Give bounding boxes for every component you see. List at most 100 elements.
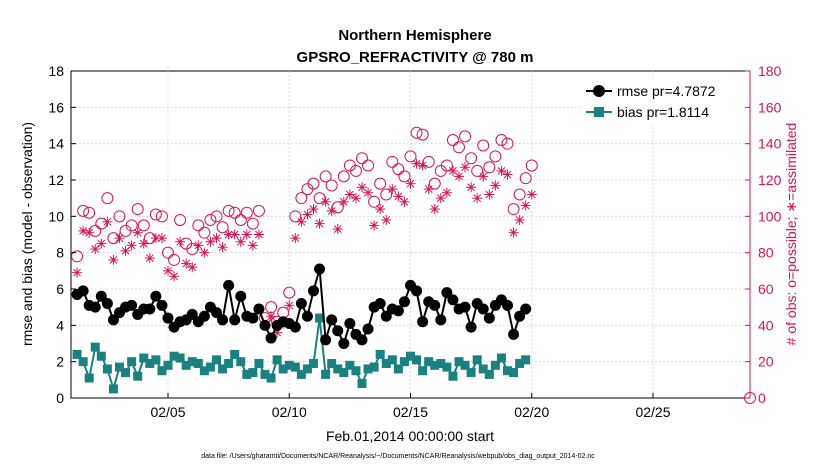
possible-obs-point: [386, 155, 399, 168]
possible-obs-point: [246, 217, 259, 230]
assimilated-obs-point: [205, 236, 216, 247]
possible-obs-point: [240, 206, 253, 219]
rmse-point: [417, 316, 429, 328]
bias-point: [145, 358, 155, 368]
assimilated-obs-point: [84, 227, 95, 238]
possible-obs-point: [404, 150, 417, 163]
asterisk-stroke: [515, 216, 524, 224]
rmse-point: [144, 303, 156, 315]
right-tick-label: 0: [758, 390, 766, 406]
assimilated-obs-point: [460, 162, 471, 173]
rmse-point: [320, 334, 332, 346]
possible-obs-point: [155, 210, 168, 223]
possible-obs-point: [525, 159, 538, 172]
bias-point: [369, 362, 379, 372]
rmse-point: [356, 334, 368, 346]
asterisk-stroke: [321, 197, 330, 206]
left-tick-label: 8: [56, 245, 64, 261]
y-axis-label: rmse and bias (model - observation): [19, 122, 35, 346]
assimilated-obs-point: [381, 214, 392, 225]
possible-obs-point: [337, 170, 350, 183]
rmse-point: [289, 321, 301, 333]
asterisk-stroke: [352, 194, 360, 203]
assimilated-obs-point: [526, 189, 537, 200]
asterisk-stroke: [218, 243, 227, 252]
possible-obs-point: [356, 152, 368, 165]
possible-obs-point: [519, 172, 532, 185]
bias-point: [108, 384, 118, 394]
asterisk-stroke: [406, 179, 415, 188]
rmse-point: [332, 325, 344, 337]
possible-obs-point: [477, 139, 490, 152]
possible-obs-point: [307, 177, 320, 190]
rmse-point: [259, 319, 271, 331]
possible-obs-point: [192, 219, 205, 232]
possible-obs-point: [77, 204, 90, 217]
rmse-point: [398, 296, 410, 308]
possible-obs-point: [465, 152, 478, 165]
possible-obs-point: [428, 177, 441, 190]
x-tick-label: 02/05: [150, 404, 185, 420]
asterisk-stroke: [139, 239, 148, 248]
possible-obs-point: [149, 208, 162, 221]
bias-point: [387, 355, 397, 365]
asterisk-stroke: [170, 272, 178, 281]
bias-point: [96, 351, 106, 361]
right-tick-label: 60: [758, 281, 774, 297]
asterisk-stroke: [497, 167, 506, 175]
asterisk-stroke: [467, 183, 476, 192]
assimilated-obs-point: [156, 233, 167, 244]
assimilated-obs-point: [284, 300, 295, 311]
possible-obs-point: [501, 137, 514, 150]
possible-obs-point: [228, 206, 241, 219]
right-tick-label: 160: [758, 99, 782, 115]
assimilated-obs-point: [108, 254, 119, 265]
left-tick-label: 0: [56, 390, 64, 406]
bias-point: [363, 364, 373, 374]
rmse-point: [126, 299, 138, 311]
asterisk-stroke: [73, 268, 81, 277]
rmse-point: [380, 310, 392, 322]
assimilated-obs-point: [375, 204, 386, 215]
asterisk-stroke: [503, 170, 512, 179]
bias-point: [296, 369, 306, 379]
asterisk-stroke: [164, 266, 172, 275]
possible-obs-point: [392, 163, 405, 176]
rmse-point: [186, 308, 198, 320]
bias-point: [236, 357, 246, 367]
right-tick-label: 40: [758, 317, 774, 333]
assimilated-obs-point: [266, 311, 277, 322]
asterisk-stroke: [224, 230, 233, 239]
rmse-point: [308, 285, 319, 297]
assimilated-obs-point: [138, 238, 149, 249]
assimilated-obs-point: [199, 247, 210, 258]
bias-point: [448, 371, 458, 381]
assimilated-obs-point: [490, 180, 501, 191]
rmse-point: [235, 290, 247, 302]
rmse-point: [477, 303, 489, 315]
right-y-axis: 0 20 40 60 80 100 120 140 160 180: [744, 63, 782, 406]
assimilated-obs-point: [320, 196, 331, 207]
asterisk-stroke: [242, 230, 251, 239]
x-tick-label: 02/20: [514, 404, 549, 420]
rmse-point: [223, 279, 235, 291]
assimilated-obs-point: [290, 233, 301, 244]
assimilated-obs-point: [144, 253, 155, 264]
rmse-point: [314, 263, 326, 275]
possible-obs-point: [89, 224, 102, 237]
rmse-point: [465, 321, 477, 333]
asterisk-stroke: [388, 185, 397, 193]
rmse-point: [520, 303, 532, 315]
asterisk-stroke: [133, 228, 142, 237]
possible-obs-point: [125, 219, 138, 232]
bias-point: [339, 368, 349, 378]
bias-point: [345, 360, 355, 370]
possible-obs-point: [513, 188, 526, 201]
bias-point: [521, 355, 531, 365]
bias-point: [381, 358, 391, 368]
assimilated-obs-point: [187, 262, 198, 273]
assimilated-obs-point: [429, 204, 440, 215]
asterisk-stroke: [151, 234, 160, 243]
possible-obs-point: [459, 130, 472, 143]
